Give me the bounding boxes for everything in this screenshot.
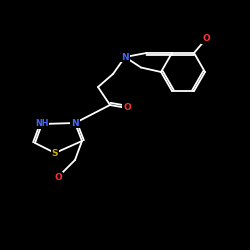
Text: N: N (71, 118, 79, 128)
Text: S: S (52, 148, 58, 158)
Text: O: O (202, 34, 210, 43)
Text: O: O (123, 104, 131, 112)
Text: N: N (121, 52, 129, 62)
Text: NH: NH (35, 120, 49, 128)
Text: O: O (54, 172, 62, 182)
